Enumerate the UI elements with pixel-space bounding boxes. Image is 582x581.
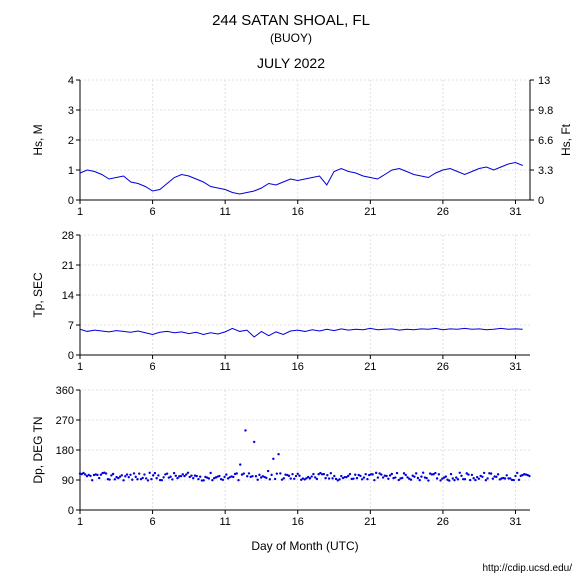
x-tick-label: 6 <box>150 516 156 528</box>
credit-text: http://cdip.ucsd.edu/ <box>482 563 572 574</box>
chart-title: 244 SATAN SHOAL, FL <box>212 12 370 29</box>
x-tick-label: 6 <box>150 361 156 373</box>
y-tick-label-right: 3.3 <box>538 165 553 177</box>
y-tick-label: 0 <box>68 350 74 362</box>
y-tick-label-right: 13 <box>538 75 550 87</box>
y-tick-label: 360 <box>56 385 74 397</box>
x-tick-label: 1 <box>77 206 83 218</box>
y-tick-label: 3 <box>68 105 74 117</box>
data-line <box>80 328 523 337</box>
x-tick-label: 21 <box>364 516 376 528</box>
x-tick-label: 31 <box>509 206 521 218</box>
y-label: Dp, DEG TN <box>31 416 45 483</box>
x-tick-label: 21 <box>364 361 376 373</box>
y-tick-label: 270 <box>56 415 74 427</box>
y-tick-label: 180 <box>56 445 74 457</box>
chart-svg: 244 SATAN SHOAL, FL(BUOY)JULY 2022012340… <box>0 0 582 581</box>
x-tick-label: 31 <box>509 516 521 528</box>
x-tick-label: 16 <box>292 516 304 528</box>
x-tick-label: 1 <box>77 361 83 373</box>
x-tick-label: 6 <box>150 206 156 218</box>
data-line <box>80 163 523 195</box>
chart-month: JULY 2022 <box>257 55 325 71</box>
y-label-right: Hs, Ft <box>559 123 573 156</box>
y-label: Tp, SEC <box>31 272 45 318</box>
y-tick-label: 14 <box>62 290 74 302</box>
chart-container: 244 SATAN SHOAL, FL(BUOY)JULY 2022012340… <box>0 0 582 581</box>
x-tick-label: 1 <box>77 516 83 528</box>
x-tick-label: 21 <box>364 206 376 218</box>
x-label: Day of Month (UTC) <box>251 539 358 553</box>
y-tick-label-right: 9.8 <box>538 105 553 117</box>
y-tick-label: 28 <box>62 230 74 242</box>
data-scatter <box>79 429 531 482</box>
x-tick-label: 16 <box>292 206 304 218</box>
y-tick-label: 1 <box>68 165 74 177</box>
x-tick-label: 11 <box>219 516 230 528</box>
x-tick-label: 26 <box>437 516 449 528</box>
y-tick-label: 90 <box>62 475 74 487</box>
y-tick-label-right: 0 <box>538 195 544 207</box>
x-tick-label: 31 <box>509 361 521 373</box>
y-tick-label: 2 <box>68 135 74 147</box>
x-tick-label: 16 <box>292 361 304 373</box>
chart-subtitle: (BUOY) <box>270 31 312 45</box>
y-label: Hs, M <box>31 124 45 155</box>
y-tick-label: 21 <box>62 260 74 272</box>
y-tick-label: 4 <box>68 75 74 87</box>
y-tick-label: 0 <box>68 195 74 207</box>
y-tick-label: 7 <box>68 320 74 332</box>
x-tick-label: 26 <box>437 206 449 218</box>
y-tick-label-right: 6.6 <box>538 135 553 147</box>
y-tick-label: 0 <box>68 505 74 517</box>
x-tick-label: 26 <box>437 361 449 373</box>
x-tick-label: 11 <box>219 361 230 373</box>
x-tick-label: 11 <box>219 206 230 218</box>
